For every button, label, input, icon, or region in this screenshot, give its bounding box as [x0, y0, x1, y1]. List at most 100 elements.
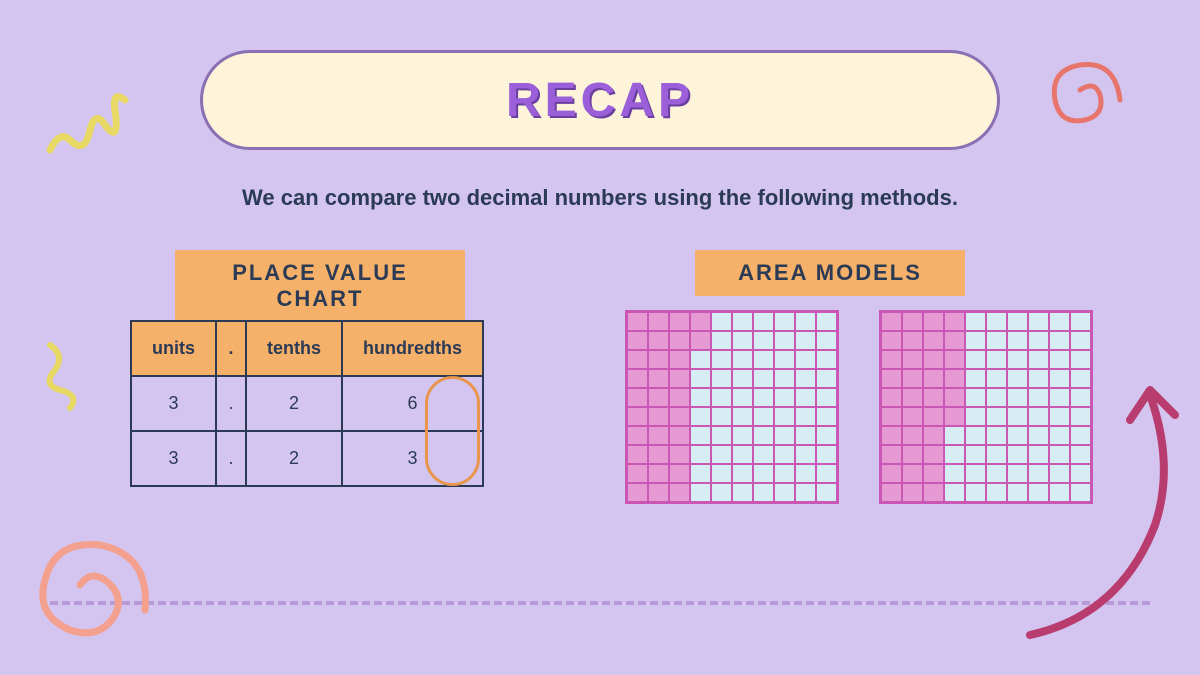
grid-cell: [923, 331, 944, 350]
grid-cell: [627, 464, 648, 483]
grid-cell: [669, 483, 690, 502]
grid-cell: [1049, 312, 1070, 331]
grid-cell: [1070, 312, 1091, 331]
grid-cell: [816, 407, 837, 426]
area-grid-1: [625, 310, 839, 504]
grid-cell: [816, 426, 837, 445]
grid-cell: [986, 407, 1007, 426]
grid-cell: [711, 369, 732, 388]
grid-cell: [795, 350, 816, 369]
grid-cell: [1070, 331, 1091, 350]
grid-cell: [774, 350, 795, 369]
grid-cell: [711, 350, 732, 369]
grid-cell: [944, 483, 965, 502]
page-title: RECAP: [506, 73, 694, 128]
grid-cell: [627, 331, 648, 350]
grid-cell: [902, 331, 923, 350]
grid-cell: [732, 350, 753, 369]
grid-cell: [1070, 483, 1091, 502]
grid-cell: [690, 445, 711, 464]
grid-cell: [753, 312, 774, 331]
grid-cell: [774, 331, 795, 350]
grid-cell: [648, 369, 669, 388]
grid-cell: [816, 388, 837, 407]
grid-cell: [795, 483, 816, 502]
grid-cell: [627, 388, 648, 407]
grid-cell: [774, 388, 795, 407]
grid-cell: [1049, 464, 1070, 483]
grid-cell: [944, 331, 965, 350]
grid-cell: [816, 445, 837, 464]
grid-cell: [902, 350, 923, 369]
place-value-label: PLACE VALUE CHART: [175, 250, 465, 322]
grid-cell: [1049, 407, 1070, 426]
grid-cell: [1070, 445, 1091, 464]
grid-cell: [923, 445, 944, 464]
grid-cell: [986, 312, 1007, 331]
grid-cell: [1007, 445, 1028, 464]
grid-cell: [944, 407, 965, 426]
grid-cell: [1070, 464, 1091, 483]
grid-cell: [923, 388, 944, 407]
grid-cell: [648, 407, 669, 426]
grid-cell: [1007, 312, 1028, 331]
grid-cell: [902, 312, 923, 331]
grid-cell: [881, 312, 902, 331]
grid-cell: [944, 388, 965, 407]
grid-cell: [753, 350, 774, 369]
header-dot: .: [216, 321, 246, 376]
grid-cell: [986, 483, 1007, 502]
grid-cell: [732, 426, 753, 445]
grid-cell: [1028, 331, 1049, 350]
grid-cell: [816, 483, 837, 502]
grid-cell: [923, 312, 944, 331]
grid-cell: [1070, 369, 1091, 388]
grid-cell: [711, 331, 732, 350]
cell: .: [216, 431, 246, 486]
grid-cell: [711, 426, 732, 445]
grid-cell: [986, 350, 1007, 369]
grid-cell: [1049, 350, 1070, 369]
grid-cell: [627, 407, 648, 426]
grid-cell: [1028, 388, 1049, 407]
grid-cell: [1028, 350, 1049, 369]
grid-cell: [902, 445, 923, 464]
grid-cell: [648, 388, 669, 407]
grid-cell: [881, 369, 902, 388]
grid-cell: [690, 350, 711, 369]
header-units: units: [131, 321, 216, 376]
grid-cell: [774, 464, 795, 483]
grid-cell: [1070, 426, 1091, 445]
grid-cell: [986, 388, 1007, 407]
grid-cell: [944, 464, 965, 483]
grid-cell: [1028, 312, 1049, 331]
grid-cell: [902, 483, 923, 502]
grid-cell: [753, 407, 774, 426]
grid-cell: [1049, 445, 1070, 464]
grid-cell: [669, 407, 690, 426]
grid-cell: [627, 312, 648, 331]
grid-cell: [648, 445, 669, 464]
cell: 3: [131, 376, 216, 431]
place-value-table: units . tenths hundredths 3 . 2 6 3 . 2 …: [130, 320, 484, 487]
grid-cell: [1049, 426, 1070, 445]
grid-cell: [711, 388, 732, 407]
cell: 6: [342, 376, 483, 431]
grid-cell: [965, 350, 986, 369]
grid-cell: [690, 407, 711, 426]
grid-cell: [816, 350, 837, 369]
header-tenths: tenths: [246, 321, 342, 376]
grid-cell: [944, 445, 965, 464]
grid-cell: [711, 464, 732, 483]
grid-cell: [753, 445, 774, 464]
grid-cell: [923, 426, 944, 445]
grid-cell: [795, 407, 816, 426]
grid-cell: [1007, 331, 1028, 350]
grid-cell: [1028, 407, 1049, 426]
grid-cell: [986, 426, 1007, 445]
grid-cell: [795, 312, 816, 331]
grid-cell: [944, 426, 965, 445]
grid-cell: [669, 464, 690, 483]
grid-cell: [965, 483, 986, 502]
grid-cell: [881, 350, 902, 369]
